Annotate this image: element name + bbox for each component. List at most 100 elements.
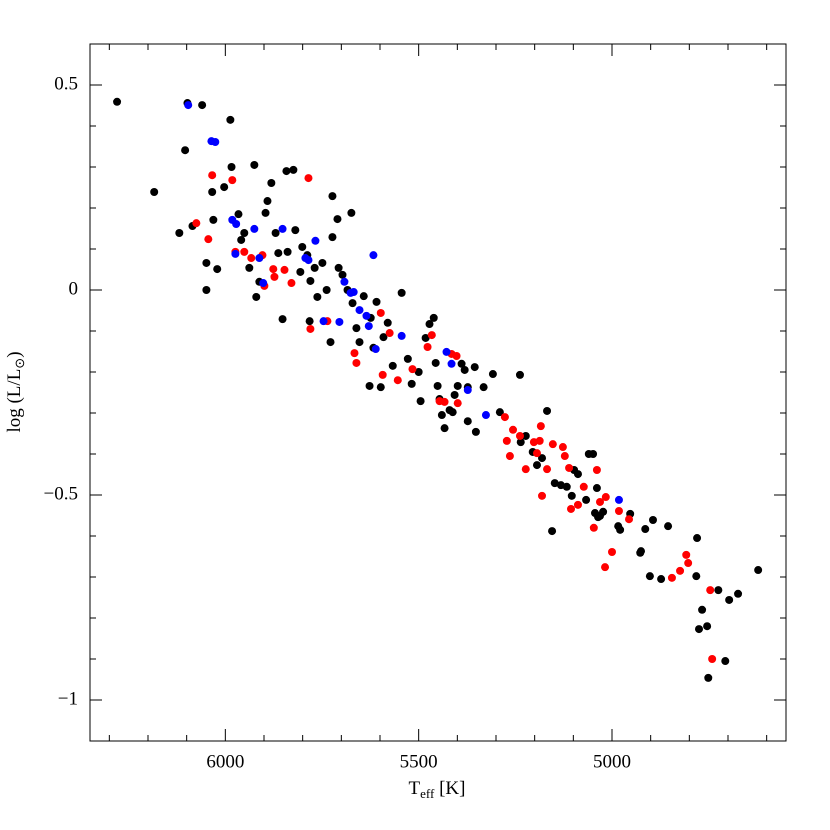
x-axis-label: Teff [K] (409, 778, 466, 801)
data-point (269, 265, 278, 274)
data-point (311, 236, 320, 245)
data-point (532, 449, 541, 458)
data-point (558, 443, 567, 452)
data-point (616, 525, 625, 534)
data-point (287, 279, 296, 288)
x-tick-label: 5500 (400, 751, 438, 772)
data-point (601, 493, 610, 502)
data-point (453, 381, 462, 390)
data-point (240, 247, 249, 256)
data-point (255, 254, 264, 263)
data-point (209, 215, 218, 224)
data-point (283, 247, 292, 256)
data-point (250, 160, 259, 169)
x-label-sub: eff (420, 786, 435, 801)
data-point (376, 383, 385, 392)
data-point (335, 317, 344, 326)
data-point (516, 438, 525, 447)
data-point (447, 359, 456, 368)
x-label-main: T (409, 778, 421, 799)
data-point (592, 484, 601, 493)
data-point (457, 359, 466, 368)
data-point (427, 331, 436, 340)
data-point (250, 224, 259, 233)
y-tick-label: 0.5 (54, 73, 78, 94)
data-point (213, 265, 222, 274)
data-point (397, 288, 406, 297)
data-point (289, 165, 298, 174)
data-point (319, 317, 328, 326)
data-point (261, 208, 270, 217)
data-point (220, 183, 229, 192)
data-point (453, 399, 462, 408)
data-point (202, 258, 211, 267)
data-point (350, 349, 359, 358)
data-point (184, 101, 193, 110)
data-point (648, 516, 657, 525)
data-point (208, 171, 217, 180)
data-point (573, 500, 582, 509)
data-point (637, 547, 645, 556)
x-tick-label: 6000 (206, 751, 244, 772)
data-point (355, 338, 364, 347)
data-point (181, 146, 190, 155)
data-point (676, 566, 685, 575)
data-point (208, 188, 217, 197)
y-axis-label: log (L/L⊙) (4, 351, 27, 432)
data-point (495, 408, 504, 417)
data-point (664, 522, 673, 531)
data-point (271, 229, 280, 238)
data-point (579, 482, 588, 491)
data-point (684, 559, 693, 568)
data-point (376, 308, 385, 317)
data-point (429, 313, 438, 322)
data-point (310, 263, 319, 272)
data-point (442, 347, 451, 356)
data-point (378, 370, 387, 379)
data-point (322, 286, 331, 294)
data-point (692, 572, 701, 581)
data-point (437, 411, 446, 420)
data-point (433, 381, 442, 390)
data-point (502, 436, 511, 445)
data-point (403, 354, 412, 363)
y-tick-label: 0 (69, 278, 79, 299)
data-point (460, 365, 469, 374)
data-point (543, 406, 552, 415)
data-point (708, 655, 717, 663)
data-point (298, 242, 307, 251)
data-point (240, 229, 249, 238)
data-point (247, 254, 256, 263)
data-point (706, 586, 715, 595)
y-label-main: log (L/L (4, 369, 25, 433)
data-point (379, 333, 388, 342)
data-point (734, 589, 743, 598)
data-point (535, 436, 544, 445)
data-point (232, 219, 241, 228)
data-point (515, 370, 524, 379)
data-point (334, 263, 343, 272)
data-point (448, 408, 457, 417)
data-point (565, 463, 574, 472)
data-point (698, 605, 707, 614)
data-point (450, 390, 459, 399)
data-point (488, 370, 497, 379)
data-point (589, 450, 598, 458)
data-point (714, 586, 723, 595)
data-point (237, 235, 246, 244)
data-point (452, 352, 461, 361)
plot-frame (89, 43, 787, 742)
data-point (270, 272, 279, 281)
data-point (463, 417, 472, 426)
data-point (704, 673, 713, 682)
data-point (393, 376, 402, 385)
data-point (113, 97, 122, 106)
data-point (245, 263, 254, 272)
data-point (567, 504, 576, 513)
data-point (423, 342, 432, 351)
data-point (306, 276, 315, 285)
data-point (252, 292, 261, 301)
data-point (347, 208, 356, 217)
data-point (414, 368, 423, 376)
data-point (326, 338, 335, 347)
